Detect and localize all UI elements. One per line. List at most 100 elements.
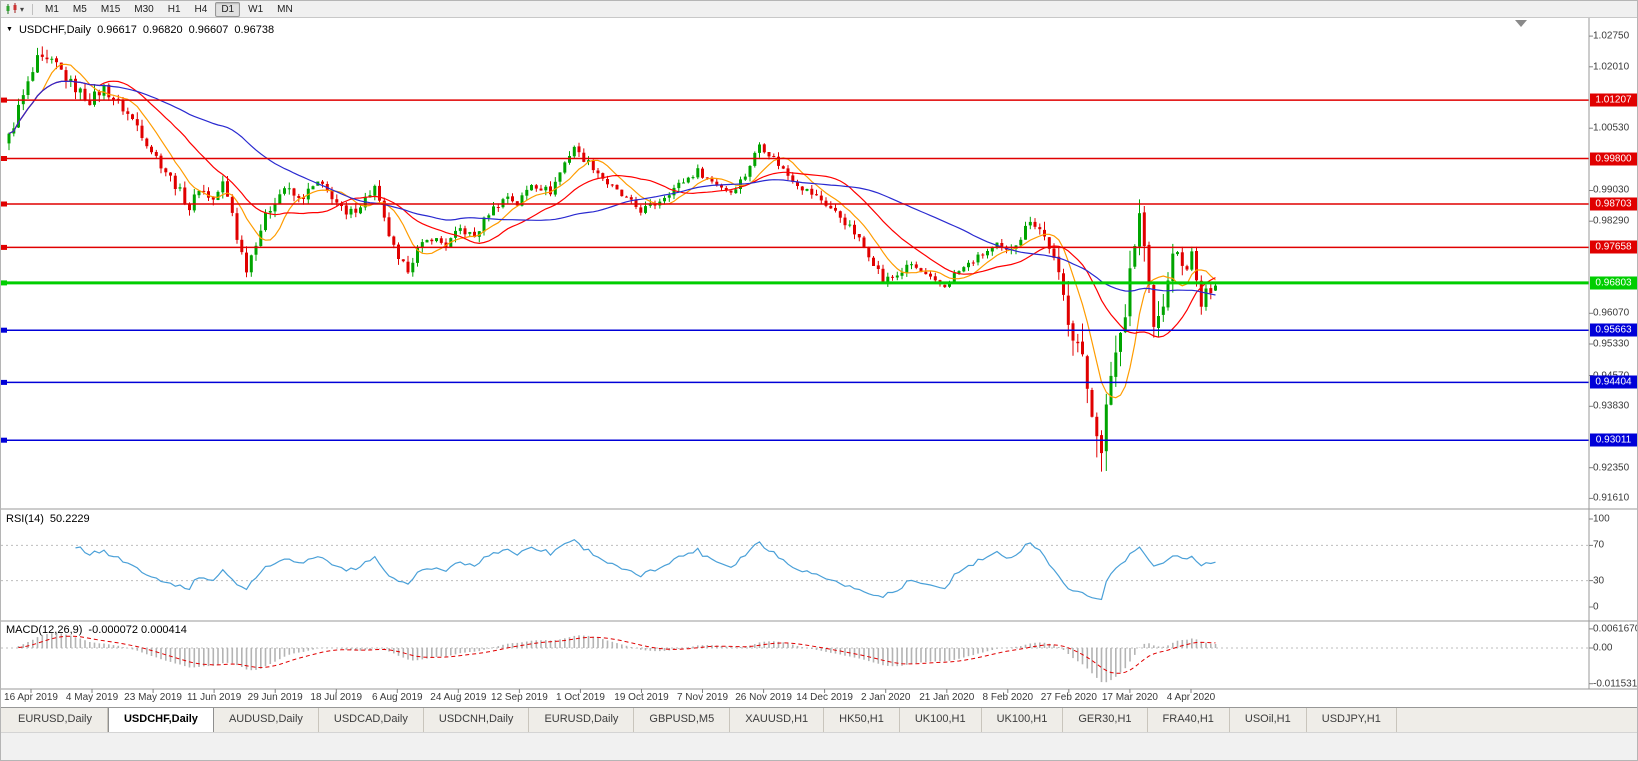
hline-left-marker — [1, 244, 7, 250]
chart-canvas[interactable] — [1, 18, 1638, 707]
current-price-price-badge[interactable]: 0.96803 — [1590, 276, 1637, 290]
timeframe-toolbar: ▾ M1 M5 M15 M30 H1 H4 D1 W1 MN — [1, 1, 1637, 18]
date-axis-label: 24 Aug 2019 — [430, 692, 487, 703]
price-axis-label: 0.98290 — [1593, 215, 1630, 227]
hline-left-marker — [1, 437, 7, 443]
price-axis-label: 1.00530 — [1593, 122, 1630, 134]
hline-left-marker — [1, 201, 7, 207]
timeframe-button-w1[interactable]: W1 — [248, 3, 264, 15]
chart-collapse-triangle-icon[interactable]: ▼ — [6, 26, 13, 33]
support-price-badge[interactable]: 0.95663 — [1590, 323, 1637, 337]
moving-average-20-line — [8, 80, 1216, 338]
macd-current-values: -0.000072 0.000414 — [88, 624, 187, 636]
candlesticks-layer — [7, 46, 1217, 472]
chart-tab-usdjpy-h1[interactable]: USDJPY,H1 — [1307, 708, 1397, 732]
date-axis-label: 11 Jun 2019 — [186, 692, 242, 703]
date-axis-label: 19 Oct 2019 — [614, 692, 669, 703]
resistance-price-badge[interactable]: 0.97658 — [1590, 240, 1637, 254]
hline-left-marker — [1, 379, 7, 385]
chart-symbol-label: USDCHF,Daily — [18, 24, 92, 36]
chart-tab-gbpusd-m5[interactable]: GBPUSD,M5 — [634, 708, 731, 732]
price-axis-label: 1.02010 — [1593, 61, 1630, 73]
support-price-badge[interactable]: 0.93011 — [1590, 433, 1637, 447]
date-axis-label: 29 Jun 2019 — [247, 692, 303, 703]
date-axis-label: 26 Nov 2019 — [735, 692, 792, 703]
chart-shift-marker-icon[interactable] — [1515, 20, 1527, 27]
chart-tab-eurusd-daily[interactable]: EURUSD,Daily — [3, 708, 108, 732]
date-axis-label: 12 Sep 2019 — [491, 692, 548, 703]
macd-axis-label: 0.0061670 — [1593, 623, 1638, 635]
chart-tab-usdcnh-daily[interactable]: USDCNH,Daily — [424, 708, 530, 732]
timeframe-button-m5[interactable]: M5 — [72, 3, 87, 15]
date-axis-label: 1 Oct 2019 — [555, 692, 605, 703]
chart-tab-eurusd-daily[interactable]: EURUSD,Daily — [529, 708, 635, 732]
macd-axis-label: -0.0115310 — [1593, 678, 1638, 690]
chart-tab-hk50-h1[interactable]: HK50,H1 — [824, 708, 900, 732]
date-axis-label: 8 Feb 2020 — [982, 692, 1034, 703]
moving-average-45-line — [8, 80, 1216, 296]
status-bar — [1, 732, 1637, 760]
timeframe-button-h4[interactable]: H4 — [194, 3, 208, 15]
price-axis-label: 0.92350 — [1593, 462, 1630, 474]
hline-left-marker — [1, 97, 7, 103]
resistance-price-badge[interactable]: 0.99800 — [1590, 152, 1637, 165]
chart-tab-ger30-h1[interactable]: GER30,H1 — [1063, 708, 1148, 732]
ohlc-open-value: 0.96617 — [97, 24, 137, 36]
date-axis-label: 23 May 2019 — [124, 692, 183, 703]
macd-label: MACD(12,26,9) — [6, 624, 83, 636]
date-axis-label: 2 Jan 2020 — [860, 692, 911, 703]
chart-tab-usdcad-daily[interactable]: USDCAD,Daily — [319, 708, 424, 732]
date-axis-label: 7 Nov 2019 — [676, 692, 729, 703]
rsi-axis-label: 70 — [1593, 539, 1605, 551]
date-axis-label: 4 Apr 2020 — [1166, 692, 1216, 703]
date-axis-label: 17 Mar 2020 — [1101, 692, 1158, 703]
date-axis-label: 18 Jul 2019 — [310, 692, 363, 703]
timeframe-button-mn[interactable]: MN — [277, 3, 293, 15]
moving-average-8-line — [8, 63, 1216, 399]
rsi-axis-label: 0 — [1593, 601, 1599, 613]
timeframe-button-d1[interactable]: D1 — [215, 1, 241, 17]
date-axis-label: 4 May 2019 — [65, 692, 119, 703]
chart-tab-xauusd-h1[interactable]: XAUUSD,H1 — [730, 708, 825, 732]
timeframe-button-h1[interactable]: H1 — [167, 3, 181, 15]
ohlc-high-value: 0.96820 — [142, 24, 183, 36]
hline-left-marker — [1, 280, 7, 286]
chart-tab-fra40-h1[interactable]: FRA40,H1 — [1148, 708, 1230, 732]
price-axis-label: 0.94570 — [1593, 370, 1629, 381]
price-axis-label: 1.02750 — [1593, 30, 1630, 42]
price-axis-label: 0.96070 — [1593, 307, 1630, 319]
macd-axis-label: 0.00 — [1593, 642, 1613, 654]
date-axis-label: 14 Dec 2019 — [796, 692, 853, 703]
chart-tab-bar: EURUSD,Daily USDCHF,Daily AUDUSD,Daily USDC… — [1, 707, 1637, 732]
chart-tab-audusd-daily[interactable]: AUDUSD,Daily — [214, 708, 319, 732]
chart-type-icon[interactable] — [5, 3, 19, 15]
resistance-price-badge[interactable]: 1.01207 — [1590, 93, 1637, 107]
rsi-label: RSI(14) — [6, 513, 44, 525]
rsi-axis-label: 100 — [1593, 513, 1610, 525]
macd-signal-line — [18, 635, 1216, 674]
toolbar-separator — [32, 3, 34, 15]
support-price-badge[interactable]: 0.94404 — [1590, 375, 1637, 389]
chart-tab-usdchf-daily[interactable]: USDCHF,Daily — [107, 708, 214, 732]
date-axis-label: 27 Feb 2020 — [1040, 692, 1097, 703]
date-axis-label: 21 Jan 2020 — [919, 692, 975, 703]
chart-tab-uk100-h1[interactable]: UK100,H1 — [900, 708, 982, 732]
rsi-axis-label: 30 — [1593, 575, 1605, 587]
hline-left-marker — [1, 327, 7, 333]
timeframe-button-m15[interactable]: M15 — [100, 3, 121, 15]
chart-type-dropdown-caret-icon[interactable]: ▾ — [20, 4, 25, 14]
resistance-price-badge[interactable]: 0.98703 — [1590, 197, 1637, 211]
chart-area[interactable]: ▼ USDCHF,Daily 0.96617 0.96820 0.96607 0… — [1, 18, 1638, 707]
ohlc-close-value: 0.96738 — [234, 24, 275, 36]
chart-tab-uk100-h1[interactable]: UK100,H1 — [982, 708, 1064, 732]
chart-tab-usoil-h1[interactable]: USOil,H1 — [1230, 708, 1307, 732]
chart-title: ▼ USDCHF,Daily 0.96617 0.96820 0.96607 0… — [6, 24, 274, 36]
macd-pane-title: MACD(12,26,9) -0.000072 0.000414 — [6, 624, 187, 636]
timeframe-button-m30[interactable]: M30 — [134, 3, 154, 15]
date-axis-label: 16 Apr 2019 — [4, 692, 58, 703]
timeframe-button-m1[interactable]: M1 — [45, 3, 59, 15]
price-axis-label: 0.99030 — [1593, 184, 1630, 196]
price-axis-label: 0.93830 — [1593, 400, 1630, 412]
price-axis-label: 0.95330 — [1593, 338, 1630, 350]
